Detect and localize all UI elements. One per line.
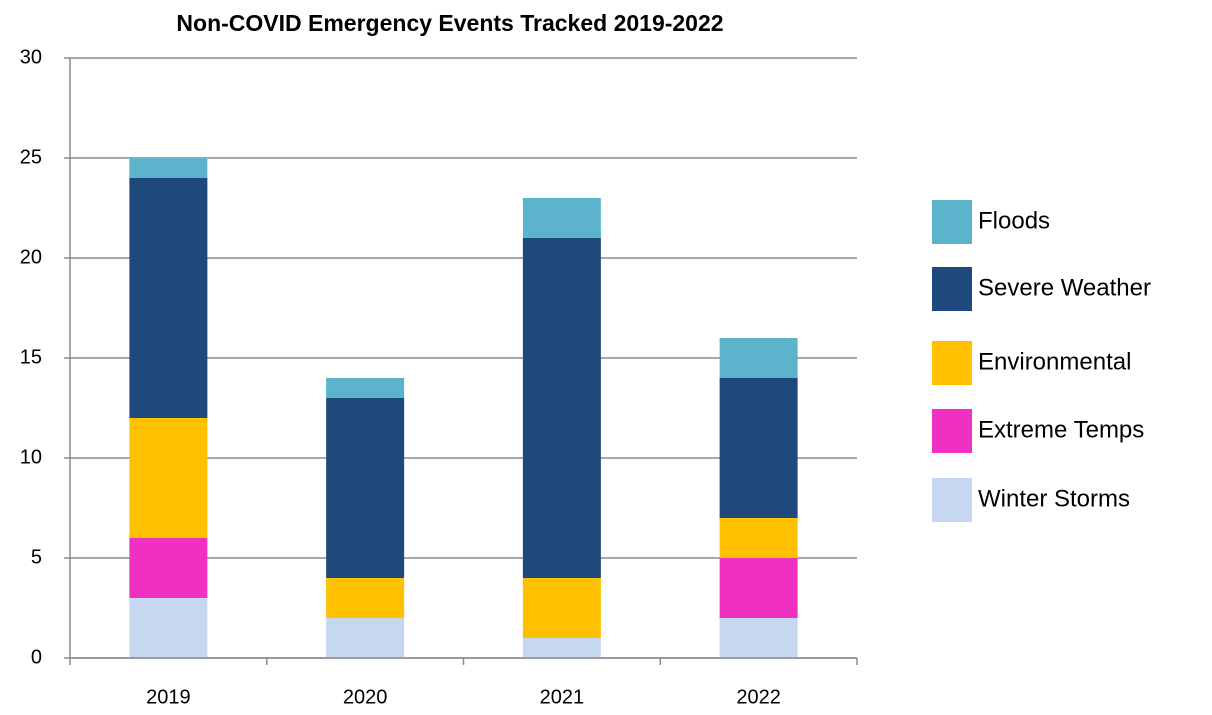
bar-segment [522,578,601,638]
legend-swatch [932,200,972,244]
legend-label: Winter Storms [978,485,1130,512]
bar-segment [719,518,798,558]
legend-label: Floods [978,207,1050,234]
bar-segment [129,598,208,658]
x-tick-label: 2022 [736,686,781,708]
bar-segment [719,558,798,618]
chart-title: Non-COVID Emergency Events Tracked 2019-… [176,10,723,36]
bar-segment [522,638,601,658]
bar-segment [326,578,405,618]
legend-swatch [932,409,972,453]
bar-segment [326,618,405,658]
y-tick-label: 30 [20,46,42,68]
x-tick-label: 2019 [146,686,191,708]
bar-segment [129,538,208,598]
bar-segment [719,618,798,658]
bar-segment [719,338,798,378]
y-tick-label: 5 [31,546,42,568]
legend-swatch [932,478,972,522]
y-tick-label: 15 [20,346,42,368]
bar-segment [719,378,798,518]
bar-segment [522,198,601,238]
y-tick-label: 25 [20,146,42,168]
legend-swatch [932,341,972,385]
legend-swatch [932,267,972,311]
bar-segment [326,398,405,578]
x-tick-label: 2020 [343,686,388,708]
bar-segment [522,238,601,578]
legend-label: Severe Weather [978,274,1151,301]
bar-segment [129,418,208,538]
legend-label: Environmental [978,348,1131,375]
bar-segment [326,378,405,398]
x-tick-label: 2021 [540,686,585,708]
bar-segment [129,178,208,418]
y-tick-label: 10 [20,446,42,468]
y-tick-label: 20 [20,246,42,268]
legend-label: Extreme Temps [978,416,1144,443]
y-tick-label: 0 [31,646,42,668]
bar-segment [129,158,208,178]
